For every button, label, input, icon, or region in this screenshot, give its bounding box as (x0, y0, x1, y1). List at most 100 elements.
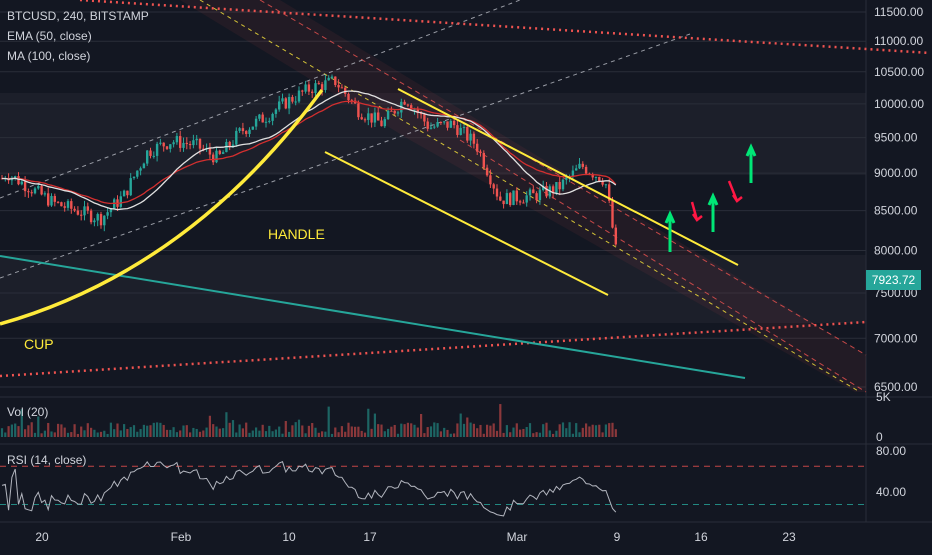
volume-bar-79 (261, 424, 264, 437)
candle-body-129 (426, 121, 429, 129)
candle-body-94 (311, 91, 314, 94)
volume-bar-152 (502, 432, 505, 437)
volume-bar-116 (383, 431, 386, 437)
volume-bar-31 (103, 430, 106, 437)
last-price-badge: 7923.72 (866, 270, 921, 290)
volume-legend: Vol (20) (7, 405, 49, 419)
volume-bar-182 (601, 432, 604, 437)
volume-bar-3 (10, 424, 13, 437)
candle-body-10 (33, 188, 37, 194)
candle-body-22 (73, 208, 76, 211)
candle-body-18 (60, 202, 63, 207)
volume-bar-91 (301, 425, 304, 437)
price-tick-4: 9500.00 (874, 131, 918, 145)
volume-bar-147 (486, 424, 489, 437)
candle-body-26 (86, 206, 89, 211)
candle-body-137 (452, 120, 456, 126)
candle-body-19 (63, 206, 66, 208)
candle-body-164 (542, 185, 545, 191)
volume-bar-46 (152, 422, 155, 437)
candle-body-38 (126, 190, 129, 196)
candle-body-74 (245, 131, 248, 134)
candle-body-118 (390, 110, 393, 112)
support-dotted-line (0, 320, 867, 378)
volume-bar-158 (522, 428, 525, 437)
volume-bar-150 (495, 430, 499, 437)
candle-body-32 (106, 212, 109, 216)
candle-body-40 (132, 176, 136, 179)
candle-body-133 (439, 122, 443, 124)
candle-body-30 (99, 214, 103, 226)
candle-body-41 (136, 170, 139, 177)
handle-annotation: HANDLE (268, 226, 325, 242)
candle-body-151 (499, 196, 502, 201)
candle-body-177 (584, 166, 588, 174)
volume-bar-69 (228, 422, 231, 437)
candle-body-21 (70, 201, 73, 209)
candle-body-16 (53, 196, 56, 202)
price-tick-0: 11500.00 (874, 5, 923, 19)
volume-bar-26 (86, 423, 89, 437)
candle-body-82 (271, 113, 274, 121)
volume-bar-44 (146, 425, 149, 437)
volume-bar-133 (439, 431, 442, 437)
candle-body-88 (291, 96, 294, 102)
volume-bar-144 (476, 428, 479, 437)
candle-body-100 (330, 76, 334, 78)
candle-body-171 (565, 177, 568, 180)
volume-bar-28 (93, 429, 96, 437)
volume-bar-157 (519, 429, 522, 437)
volume-bar-113 (373, 413, 376, 437)
candle-body-158 (522, 202, 525, 204)
volume-bar-98 (324, 431, 327, 437)
volume-bar-66 (218, 428, 221, 437)
candle-body-126 (416, 109, 419, 114)
handle-upper-line (397, 88, 739, 266)
volume-bar-149 (492, 423, 495, 437)
candle-body-54 (179, 136, 182, 148)
time-tick-7: 23 (782, 530, 796, 544)
candle-body-184 (608, 184, 611, 201)
candle-body-170 (561, 179, 565, 190)
volume-bar-103 (340, 426, 343, 437)
candle-body-180 (594, 176, 598, 178)
volume-bar-41 (136, 431, 139, 437)
candle-body-79 (261, 114, 264, 123)
volume-bar-74 (245, 422, 248, 437)
volume-bar-122 (403, 424, 406, 437)
volume-bar-9 (30, 422, 33, 437)
volume-bar-22 (73, 424, 76, 437)
volume-bar-53 (175, 432, 178, 437)
volume-bar-162 (535, 432, 538, 437)
volume-bar-97 (321, 431, 324, 437)
candle-body-25 (83, 206, 86, 216)
volume-bar-130 (429, 426, 433, 437)
candle-body-51 (169, 144, 172, 149)
volume-bar-13 (43, 430, 46, 437)
candle-body-78 (258, 114, 261, 119)
volume-bar-171 (565, 428, 568, 437)
candle-body-160 (528, 189, 532, 196)
candle-body-113 (373, 112, 377, 123)
rsi-tick-0: 80.00 (876, 444, 906, 458)
volume-bar-73 (241, 428, 244, 437)
volume-bar-20 (66, 432, 70, 437)
up-arrow-3-head (745, 143, 757, 157)
channel-lower-line (459, 139, 867, 393)
descending-channel-fill (180, 0, 866, 392)
candle-body-77 (254, 118, 258, 127)
volume-bar-84 (278, 426, 281, 437)
candle-body-44 (146, 150, 149, 164)
volume-bar-142 (469, 422, 472, 437)
volume-bar-19 (63, 427, 66, 437)
volume-bar-58 (192, 427, 195, 437)
volume-bar-2 (7, 426, 10, 437)
teal-trendline (0, 255, 746, 379)
volume-bar-43 (142, 424, 145, 437)
candle-body-9 (30, 192, 33, 194)
volume-bar-121 (400, 423, 403, 437)
volume-bar-160 (528, 423, 532, 437)
volume-bar-114 (377, 424, 380, 437)
